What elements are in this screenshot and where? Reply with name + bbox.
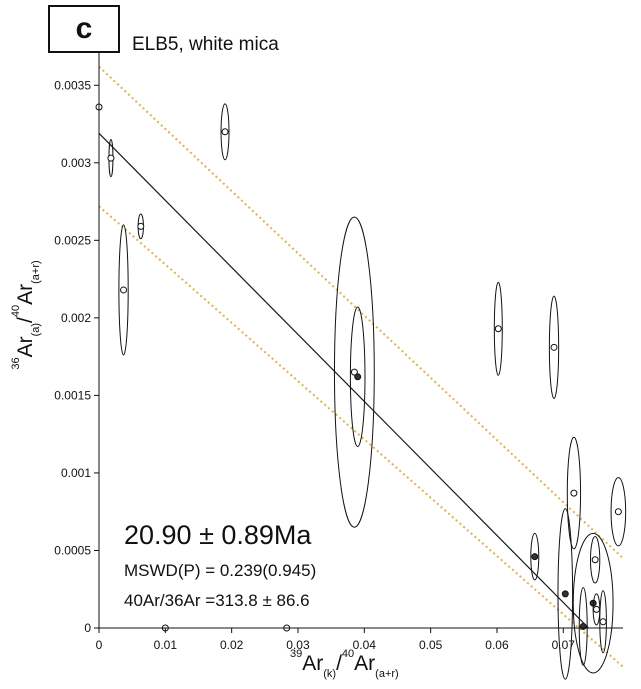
data-point xyxy=(614,508,622,516)
panel-label-box: c xyxy=(48,5,120,53)
data-point xyxy=(531,553,539,561)
axes: 0 0.01 0.02 0.03 0.04 0.05 0.06 0.07 0 0.0005 0.00… xyxy=(54,52,623,652)
age-annotation: 20.90 ± 0.89Ma xyxy=(124,520,312,550)
data-point xyxy=(137,222,145,230)
data-point xyxy=(570,489,578,497)
error-envelope xyxy=(98,65,624,668)
error-ellipse xyxy=(566,436,582,550)
error-ellipse xyxy=(493,281,503,376)
y-tick-label: 0.0035 xyxy=(54,78,91,92)
y-axis-label: 36Ar(a)/40Ar(a+r) xyxy=(10,260,42,370)
data-point xyxy=(579,622,587,630)
initial-ratio-annotation: 40Ar/36Ar =313.8 ± 86.6 xyxy=(124,591,310,610)
data-point xyxy=(350,368,358,376)
x-tick-label: 0 xyxy=(96,638,103,652)
x-tick-label: 0.07 xyxy=(552,638,576,652)
x-tick-label: 0.05 xyxy=(419,638,443,652)
error-ellipse xyxy=(220,103,230,161)
y-tick-label: 0 xyxy=(84,621,91,635)
data-point xyxy=(107,154,115,162)
regression-fit xyxy=(98,132,589,629)
chart-subtitle: ELB5, white mica xyxy=(132,34,279,55)
data-point xyxy=(221,128,229,136)
error-ellipse xyxy=(548,295,560,399)
data-point xyxy=(591,556,599,564)
y-tick-label: 0.001 xyxy=(61,466,91,480)
mswd-annotation: MSWD(P) = 0.239(0.945) xyxy=(124,561,317,580)
regression-line xyxy=(98,132,589,629)
data-point xyxy=(599,618,607,626)
data-point xyxy=(561,590,569,598)
error-ellipse xyxy=(530,532,540,581)
y-tick-label: 0.0005 xyxy=(54,543,91,557)
data-point xyxy=(120,286,128,294)
x-tick-label: 0.04 xyxy=(353,638,377,652)
x-tick-label: 0.03 xyxy=(286,638,310,652)
error-ellipse xyxy=(349,306,366,448)
error-ellipse xyxy=(333,216,375,528)
x-tick-label: 0.06 xyxy=(485,638,509,652)
data-point xyxy=(550,343,558,351)
x-axis-label: 39Ar(k)/40Ar(a+r) xyxy=(290,648,399,680)
error-ellipse xyxy=(589,536,601,584)
error-ellipse xyxy=(118,224,129,356)
envelope-lower xyxy=(98,205,624,668)
error-ellipse xyxy=(557,508,574,680)
error-ellipse xyxy=(610,477,627,547)
data-point xyxy=(494,325,502,333)
error-ellipse xyxy=(578,587,588,666)
panel-label: c xyxy=(75,12,93,45)
error-ellipse xyxy=(572,532,614,674)
y-tick-label: 0.0025 xyxy=(54,233,91,247)
y-tick-label: 0.003 xyxy=(61,156,91,170)
y-tick-label: 0.002 xyxy=(61,311,91,325)
data-point xyxy=(592,605,600,613)
x-tick-label: 0.01 xyxy=(154,638,178,652)
y-tick-label: 0.0015 xyxy=(54,388,91,402)
data-point xyxy=(354,373,362,381)
x-tick-label: 0.02 xyxy=(220,638,244,652)
